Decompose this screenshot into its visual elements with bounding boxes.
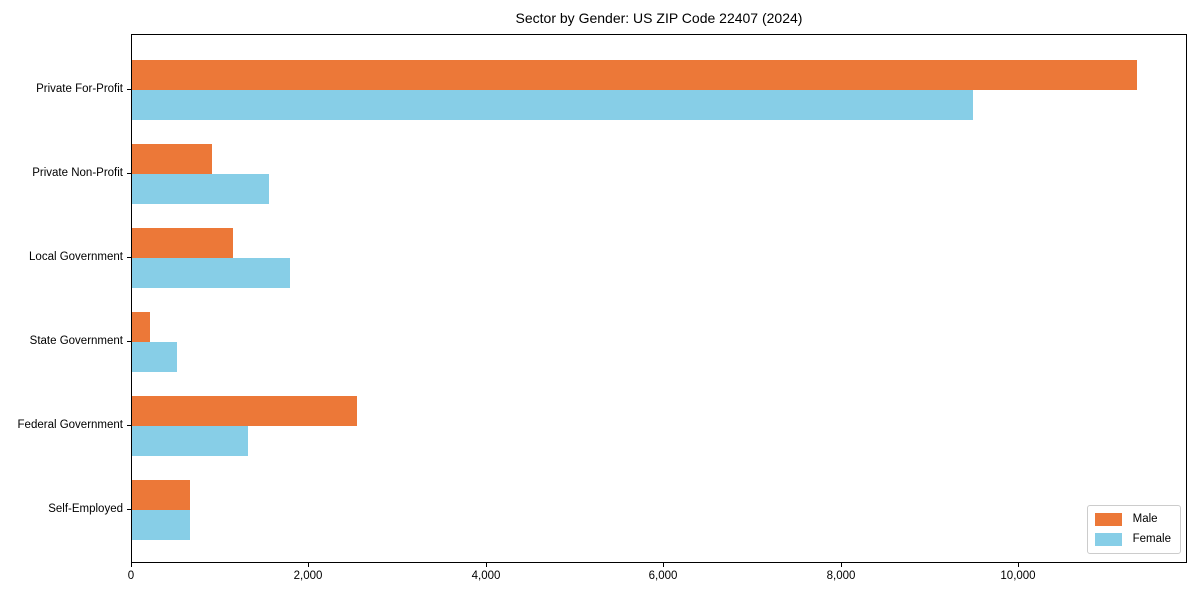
x-tick-mark xyxy=(663,563,664,567)
y-tick-mark xyxy=(127,340,131,342)
bar-male-3 xyxy=(132,311,150,342)
legend-swatch-female-icon xyxy=(1094,533,1122,546)
bar-male-2 xyxy=(132,227,233,258)
legend-item-male: Male xyxy=(1094,513,1171,526)
y-category-label: State Government xyxy=(29,334,123,347)
x-tick-label: 4,000 xyxy=(471,570,501,582)
x-tick-mark xyxy=(486,563,487,567)
legend-swatch-male-icon xyxy=(1094,513,1122,526)
bar-female-5 xyxy=(132,509,190,540)
x-tick-mark xyxy=(841,563,842,567)
plot-area: Male Female xyxy=(131,34,1187,563)
x-tick-label: 6,000 xyxy=(648,570,678,582)
x-tick-label: 0 xyxy=(127,570,135,582)
bar-male-5 xyxy=(132,479,190,510)
legend: Male Female xyxy=(1086,505,1181,554)
bar-female-0 xyxy=(132,89,973,120)
bar-female-4 xyxy=(132,425,248,456)
y-tick-mark xyxy=(127,88,131,90)
x-tick-label: 8,000 xyxy=(826,570,856,582)
y-tick-mark xyxy=(127,424,131,426)
bar-female-3 xyxy=(132,341,177,372)
y-category-label: Self-Employed xyxy=(48,502,123,515)
bar-male-4 xyxy=(132,395,357,426)
y-category-label: Federal Government xyxy=(17,418,123,431)
bar-female-1 xyxy=(132,173,269,204)
bar-male-0 xyxy=(132,59,1137,90)
legend-label-female: Female xyxy=(1132,533,1171,545)
legend-item-female: Female xyxy=(1094,533,1171,546)
x-tick-mark xyxy=(308,563,309,567)
y-category-label: Private Non-Profit xyxy=(32,166,123,179)
y-tick-mark xyxy=(127,172,131,174)
bars-container xyxy=(132,35,1186,562)
x-tick-mark xyxy=(1018,563,1019,567)
y-category-label: Private For-Profit xyxy=(36,82,123,95)
x-tick-label: 2,000 xyxy=(293,570,323,582)
x-tick-label: 10,000 xyxy=(1000,570,1036,582)
bar-male-1 xyxy=(132,143,212,174)
y-tick-mark xyxy=(127,508,131,510)
bar-female-2 xyxy=(132,257,290,288)
legend-label-male: Male xyxy=(1132,513,1158,525)
y-tick-mark xyxy=(127,256,131,258)
chart-title: Sector by Gender: US ZIP Code 22407 (202… xyxy=(515,10,803,26)
y-category-label: Local Government xyxy=(29,250,123,263)
x-tick-mark xyxy=(131,563,132,567)
